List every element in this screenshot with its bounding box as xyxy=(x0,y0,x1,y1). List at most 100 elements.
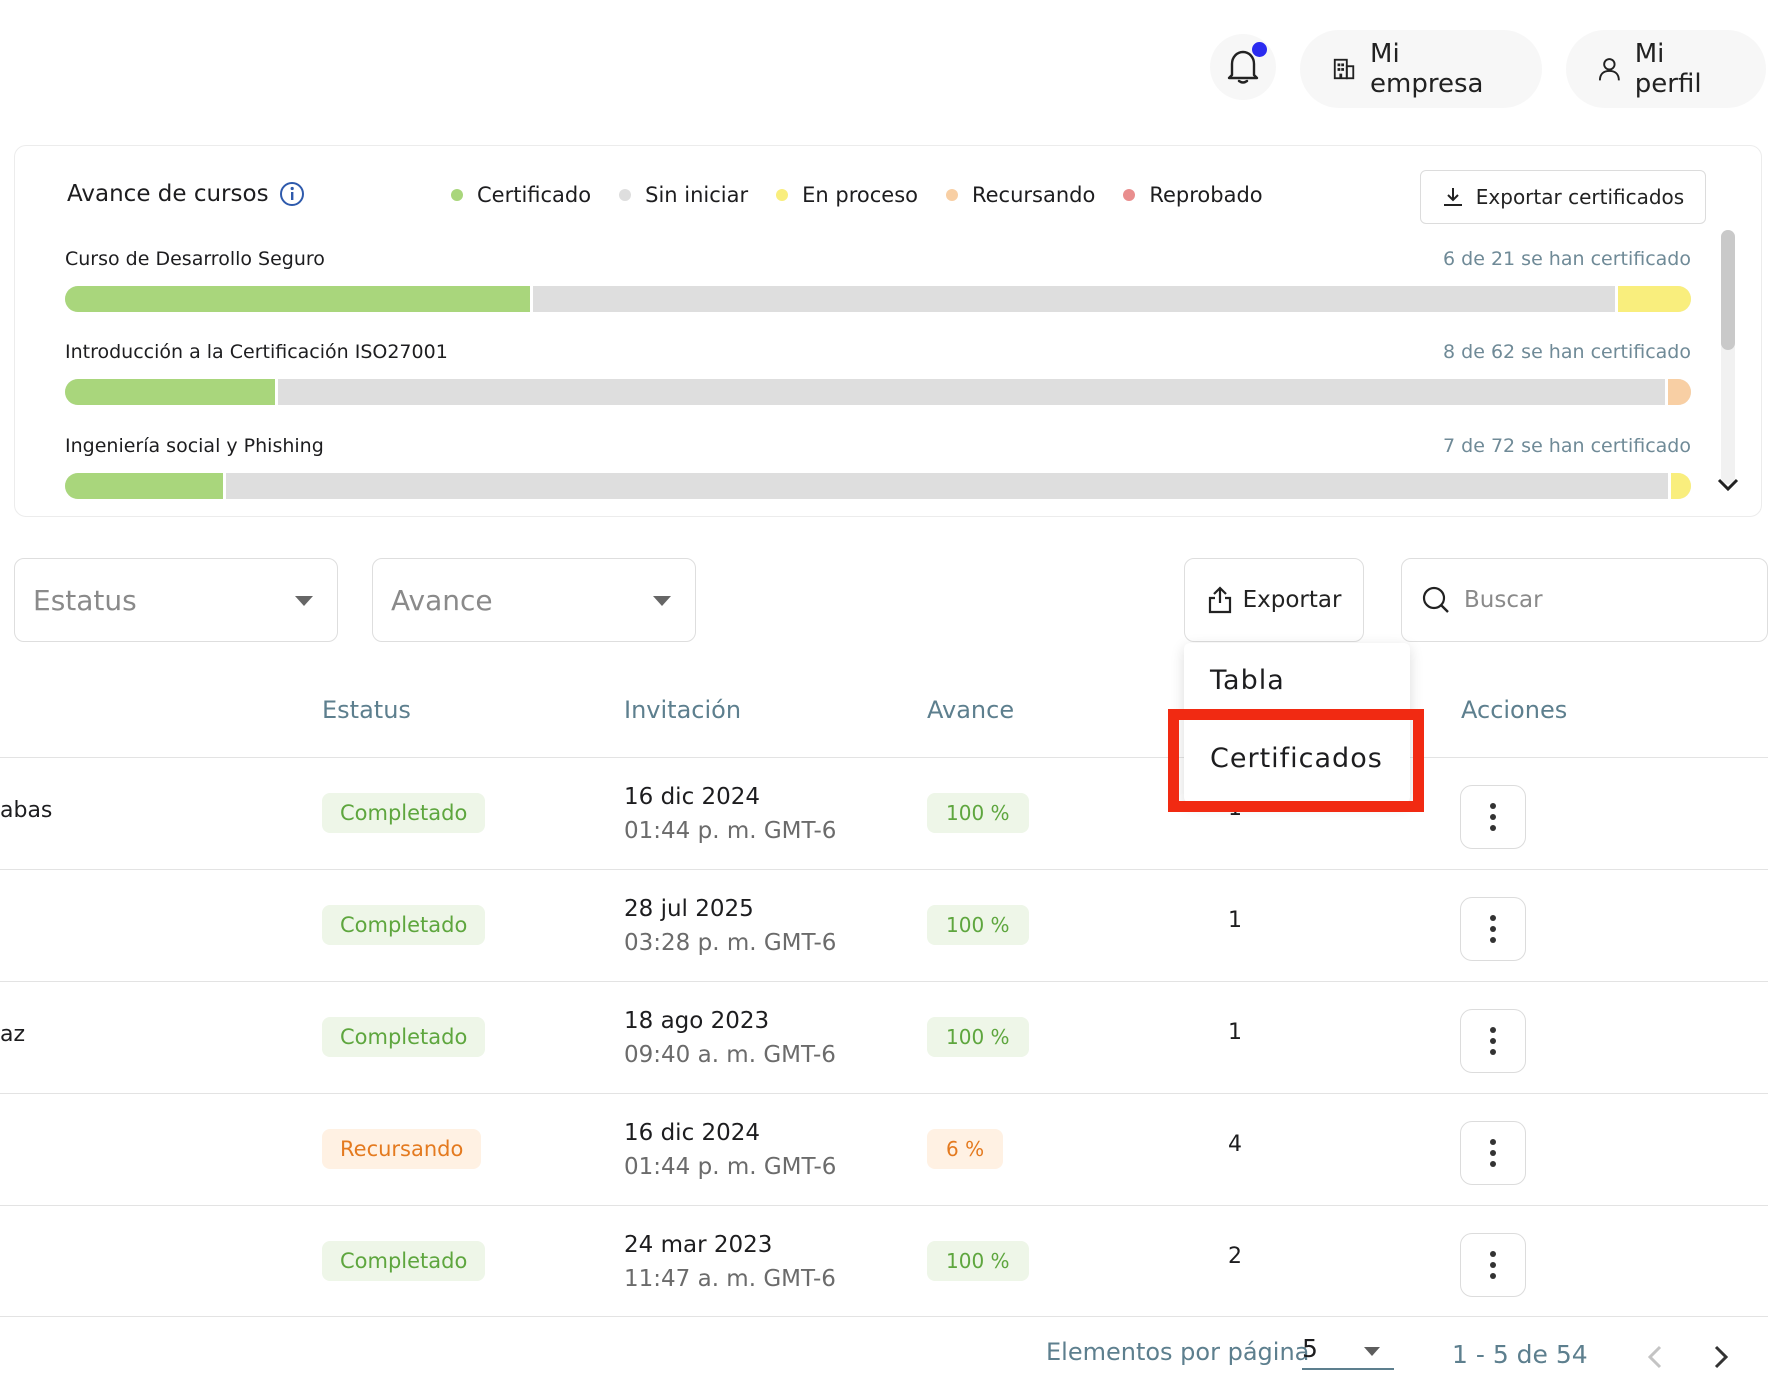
course-progress-bar xyxy=(65,379,1691,405)
legend-label: Sin iniciar xyxy=(645,183,749,207)
export-certificates-label: Exportar certificados xyxy=(1475,185,1685,209)
highlight-box xyxy=(1168,709,1424,812)
row-actions-button[interactable] xyxy=(1460,1121,1526,1185)
course-certified-count: 7 de 72 se han certificado xyxy=(1443,435,1691,457)
attempts-count: 1 xyxy=(1228,1020,1242,1045)
kebab-dot xyxy=(1490,814,1496,820)
chevron-down-icon[interactable] xyxy=(1717,478,1739,492)
invitation-time: 03:28 p. m. GMT-6 xyxy=(624,930,837,956)
legend-item-en-proceso: En proceso xyxy=(776,183,918,207)
progress-filter-placeholder: Avance xyxy=(391,583,493,617)
course-progress-card: Avance de cursos Certificado Sin iniciar… xyxy=(14,145,1762,517)
course-progress-title-text: Avance de cursos xyxy=(67,181,269,207)
search-field[interactable]: Buscar xyxy=(1401,558,1768,642)
course-progress-bar xyxy=(65,473,1691,499)
profile-label: Mi perfil xyxy=(1634,39,1702,99)
course-list-scrollbar[interactable] xyxy=(1721,230,1735,484)
items-per-page-label: Elementos por página xyxy=(1046,1338,1310,1366)
invitation-date: 24 mar 2023 xyxy=(624,1232,773,1258)
progress-segment-certificado xyxy=(65,473,223,499)
progress-segment-en-proceso xyxy=(1668,473,1691,499)
course-progress-title: Avance de cursos xyxy=(67,181,305,207)
row-actions-button[interactable] xyxy=(1460,785,1526,849)
progress-segment-sin-iniciar xyxy=(530,286,1615,312)
bell-icon xyxy=(1227,50,1259,84)
kebab-dot xyxy=(1490,1049,1496,1055)
legend-item-sin-iniciar: Sin iniciar xyxy=(619,183,748,207)
attempts-count: 4 xyxy=(1228,1132,1242,1157)
participant-name: abas xyxy=(0,798,53,823)
invitation-time: 09:40 a. m. GMT-6 xyxy=(624,1042,836,1068)
search-placeholder: Buscar xyxy=(1464,587,1543,613)
progress-segment-sin-iniciar xyxy=(222,473,1669,499)
kebab-dot xyxy=(1490,1262,1496,1268)
invitation-date: 16 dic 2024 xyxy=(624,784,761,810)
course-progress-bar xyxy=(65,286,1691,312)
course-certified-count: 6 de 21 se han certificado xyxy=(1443,248,1691,270)
building-icon xyxy=(1333,58,1355,80)
legend-dot xyxy=(619,189,632,201)
share-upload-icon xyxy=(1208,586,1231,614)
info-icon[interactable] xyxy=(279,181,305,207)
export-certificates-button[interactable]: Exportar certificados xyxy=(1420,170,1706,224)
next-page-icon[interactable] xyxy=(1712,1344,1730,1370)
status-badge: Completado xyxy=(322,1241,486,1281)
legend-item-certificado: Certificado xyxy=(451,183,591,207)
legend-dot xyxy=(451,189,463,201)
legend-label: En proceso xyxy=(802,183,918,207)
status-filter-select[interactable]: Estatus xyxy=(14,558,338,642)
kebab-dot xyxy=(1490,803,1496,809)
menu-item-tabla[interactable]: Tabla xyxy=(1210,665,1285,696)
status-badge: Recursando xyxy=(322,1129,482,1169)
progress-badge: 100 % xyxy=(927,1241,1029,1281)
table-row[interactable]: Completado 28 jul 2025 03:28 p. m. GMT-6… xyxy=(0,869,1768,981)
invitation-time: 11:47 a. m. GMT-6 xyxy=(624,1266,836,1292)
table-row[interactable]: Completado 24 mar 2023 11:47 a. m. GMT-6… xyxy=(0,1205,1768,1317)
invitation-time: 01:44 p. m. GMT-6 xyxy=(624,1154,837,1180)
items-per-page-select[interactable]: 5 xyxy=(1302,1334,1394,1370)
export-menu: Tabla Certificados xyxy=(1184,643,1410,803)
profile-button[interactable]: Mi perfil xyxy=(1566,30,1766,108)
column-header-status[interactable]: Estatus xyxy=(322,696,411,724)
progress-badge: 100 % xyxy=(927,1017,1029,1057)
search-icon xyxy=(1422,586,1449,613)
attempts-count: 1 xyxy=(1228,908,1242,933)
progress-badge: 100 % xyxy=(927,905,1029,945)
table-row[interactable]: az Completado 18 ago 2023 09:40 a. m. GM… xyxy=(0,981,1768,1093)
export-label: Exportar xyxy=(1242,587,1342,613)
previous-page-icon[interactable] xyxy=(1646,1344,1664,1370)
progress-segment-en-proceso xyxy=(1614,286,1691,312)
invitation-time: 01:44 p. m. GMT-6 xyxy=(624,818,837,844)
kebab-dot xyxy=(1490,1161,1496,1167)
attempts-count: 2 xyxy=(1228,1244,1242,1269)
legend-item-reprobado: Reprobado xyxy=(1123,183,1263,207)
course-name: Curso de Desarrollo Seguro xyxy=(65,248,325,270)
column-header-actions: Acciones xyxy=(1461,696,1568,724)
caret-down-icon xyxy=(295,596,313,606)
invitation-date: 28 jul 2025 xyxy=(624,896,754,922)
legend-label: Reprobado xyxy=(1149,183,1263,207)
progress-segment-certificado xyxy=(65,379,275,405)
kebab-dot xyxy=(1490,1038,1496,1044)
progress-filter-select[interactable]: Avance xyxy=(372,558,696,642)
scrollbar-thumb[interactable] xyxy=(1721,230,1735,350)
menu-item-certificados[interactable]: Certificados xyxy=(1210,743,1383,774)
notifications-button[interactable] xyxy=(1210,34,1276,100)
row-actions-button[interactable] xyxy=(1460,897,1526,961)
course-name: Ingeniería social y Phishing xyxy=(65,435,324,457)
table-row[interactable]: abas Completado 16 dic 2024 01:44 p. m. … xyxy=(0,757,1768,869)
progress-badge: 6 % xyxy=(927,1129,1004,1169)
row-actions-button[interactable] xyxy=(1460,1009,1526,1073)
company-button[interactable]: Mi empresa xyxy=(1300,30,1542,108)
notification-dot xyxy=(1252,42,1267,57)
export-button[interactable]: Exportar xyxy=(1184,558,1364,642)
column-header-invitation[interactable]: Invitación xyxy=(624,696,742,724)
course-certified-count: 8 de 62 se han certificado xyxy=(1443,341,1691,363)
progress-segment-sin-iniciar xyxy=(274,379,1665,405)
kebab-dot xyxy=(1490,1273,1496,1279)
table-row[interactable]: Recursando 16 dic 2024 01:44 p. m. GMT-6… xyxy=(0,1093,1768,1205)
caret-down-icon xyxy=(1364,1347,1380,1356)
legend-item-recursando: Recursando xyxy=(945,183,1095,207)
column-header-progress[interactable]: Avance xyxy=(927,696,1015,724)
row-actions-button[interactable] xyxy=(1460,1233,1526,1297)
